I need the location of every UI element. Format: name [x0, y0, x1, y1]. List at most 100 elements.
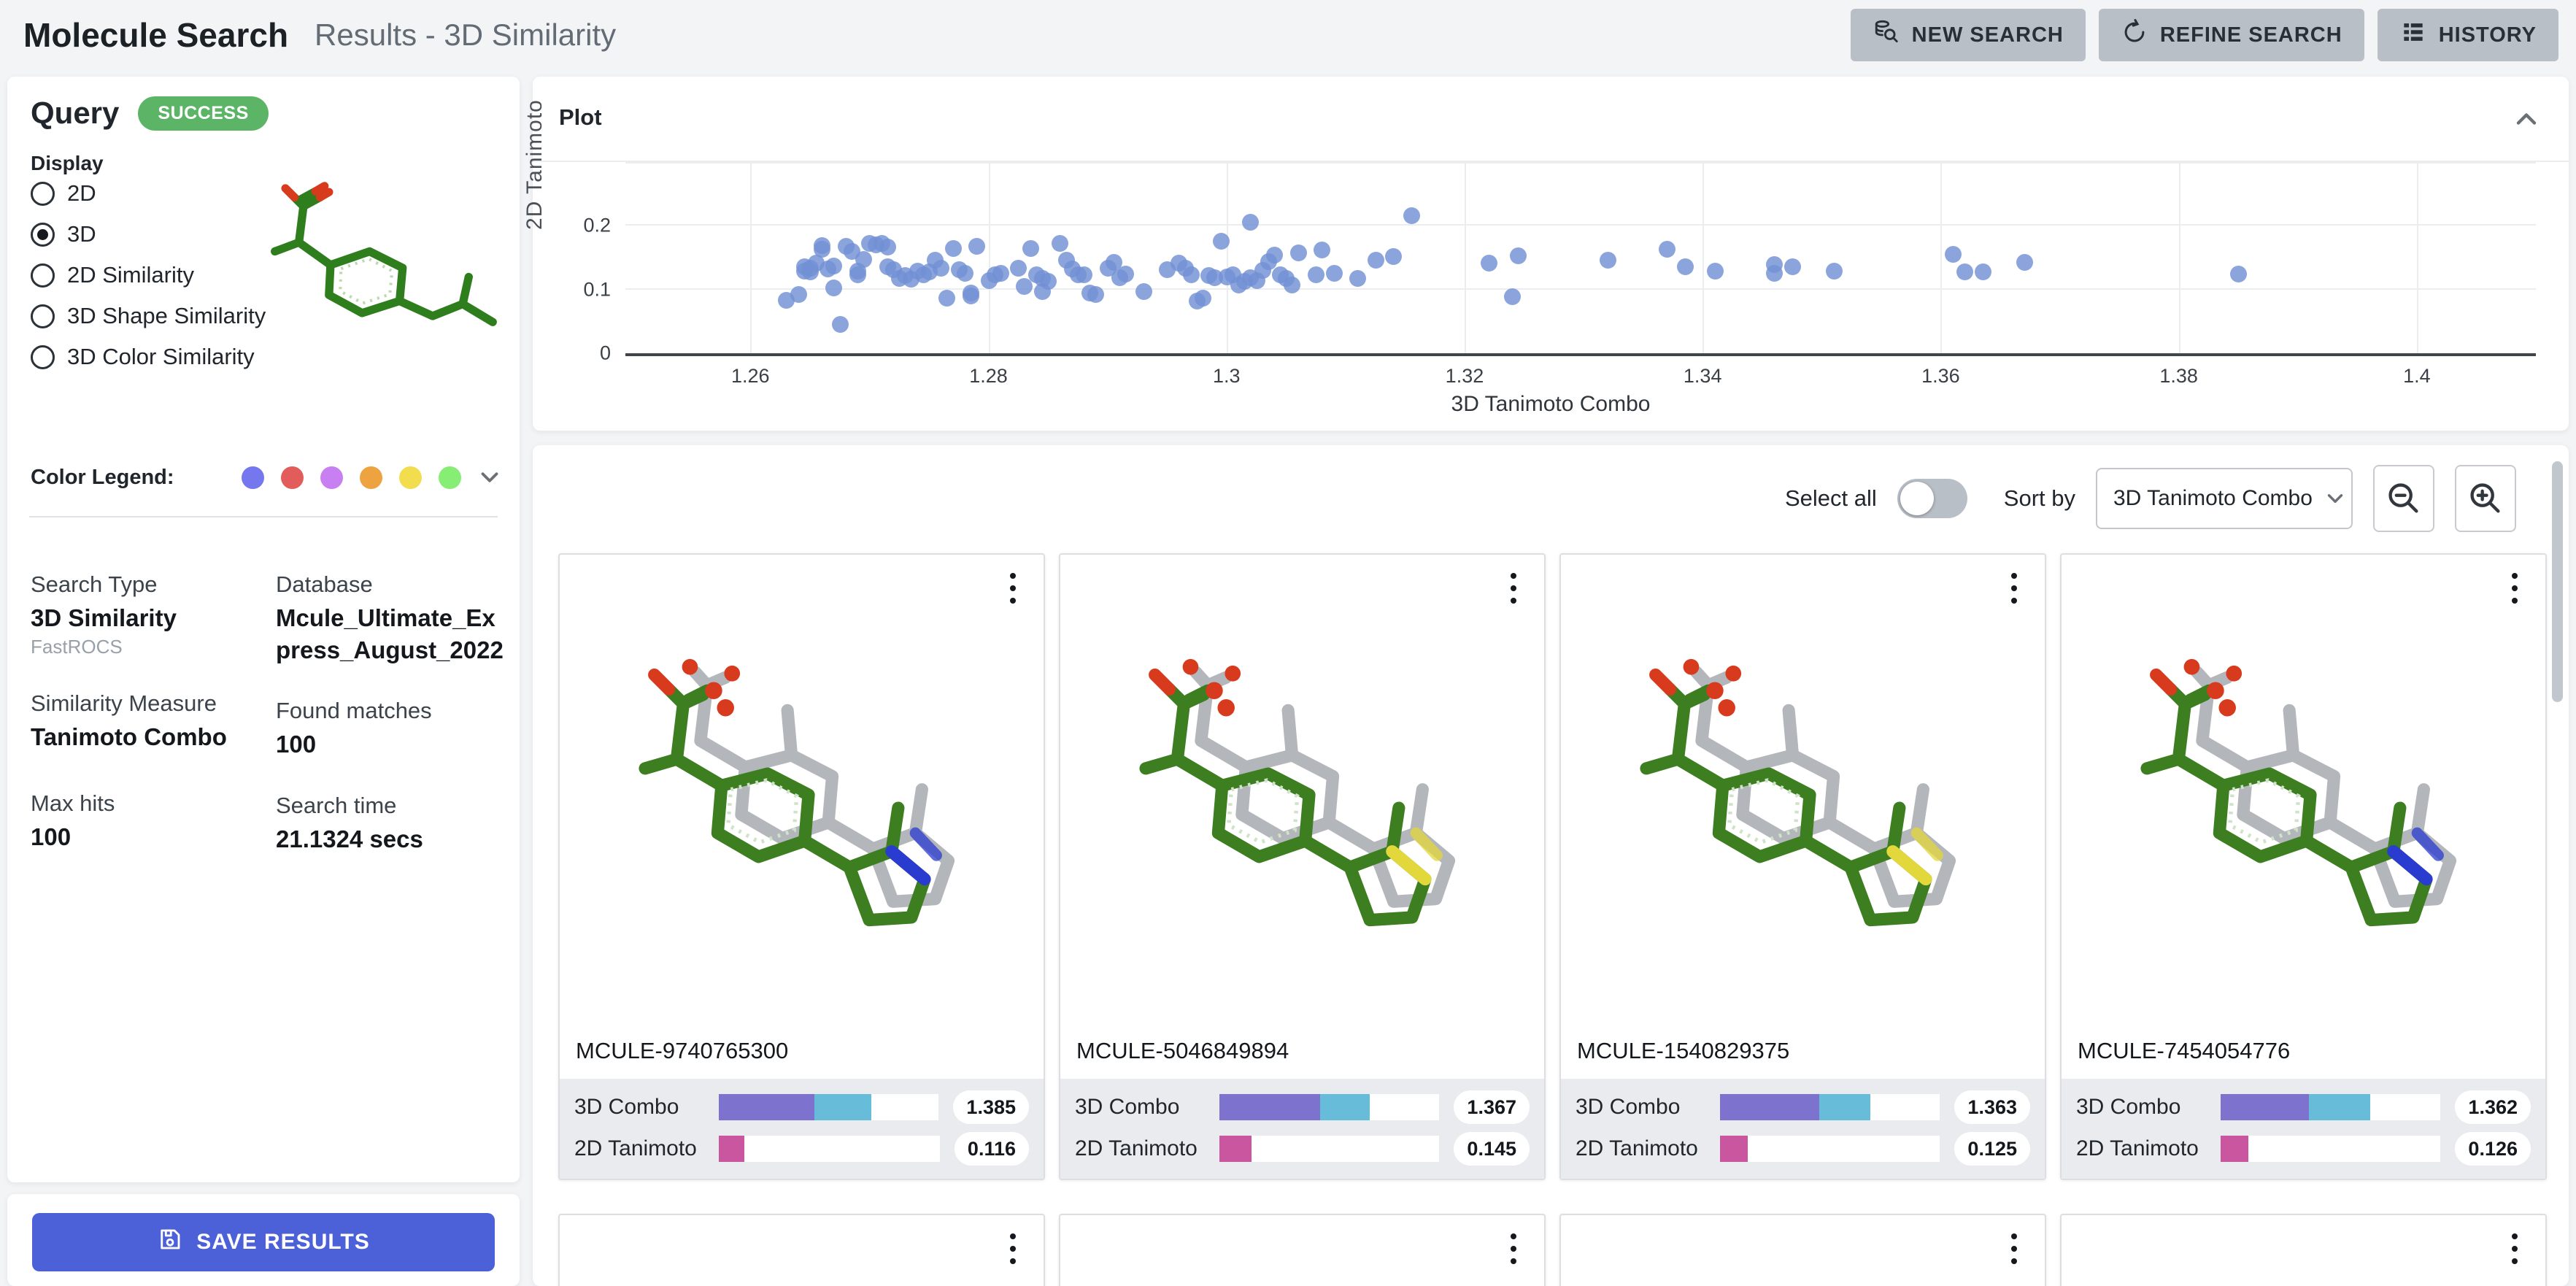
molecule-overlay-image — [1076, 597, 1529, 1006]
result-card-4[interactable]: MCULE-7454054776 3D Combo 1.362 2D Tanim… — [2060, 553, 2547, 1180]
scatter-point — [1010, 259, 1027, 277]
result-card-5[interactable] — [558, 1214, 1045, 1286]
scatter-point — [1480, 254, 1497, 272]
select-all-toggle[interactable] — [1897, 479, 1967, 518]
zoom-in-button[interactable] — [2455, 465, 2516, 532]
legend-dot-green — [439, 466, 461, 489]
save-results-button[interactable]: SAVE RESULTS — [32, 1213, 495, 1271]
tanimoto-score-bar — [1219, 1136, 1440, 1162]
display-option-3d-shape-similarity[interactable]: 3D Shape Similarity — [31, 303, 266, 329]
radio-icon — [31, 304, 55, 328]
card-menu-icon[interactable] — [1495, 565, 1532, 612]
card-menu-icon[interactable] — [1995, 1225, 2033, 1272]
query-molecule-image — [271, 182, 497, 326]
tanimoto-score-bar — [1720, 1136, 1940, 1162]
tanimoto-score-segment — [2221, 1136, 2248, 1162]
search-info-column-right: Database Mcule_Ultimate_Express_August_2… — [276, 571, 506, 855]
scatter-point — [1599, 252, 1616, 269]
card-menu-icon[interactable] — [2496, 565, 2534, 612]
tanimoto-score-label: 2D Tanimoto — [1075, 1136, 1198, 1160]
max-hits-label: Max hits — [31, 790, 115, 817]
scatter-point — [1289, 244, 1307, 261]
scatter-point — [790, 285, 807, 303]
found-matches-value: 100 — [276, 731, 317, 758]
search-type-value: 3D Similarity — [31, 604, 177, 631]
sort-by-select[interactable]: 3D Tanimoto Combo — [2096, 468, 2353, 529]
card-menu-icon[interactable] — [1495, 1225, 1532, 1272]
scatter-point — [814, 237, 831, 255]
radio-icon — [31, 263, 55, 288]
database-value: Mcule_Ultimate_Express_August_2022 — [276, 604, 504, 663]
combo-score-value: 1.385 — [953, 1090, 1029, 1124]
results-scrollbar[interactable] — [2552, 461, 2563, 702]
zoom-out-button[interactable] — [2373, 465, 2434, 532]
scatter-point — [1308, 266, 1325, 284]
x-gridline — [1702, 162, 1705, 353]
x-gridline — [1464, 162, 1466, 353]
scatter-point — [1075, 266, 1092, 284]
tanimoto-score-segment — [1219, 1136, 1252, 1162]
x-tick-label: 1.34 — [1683, 365, 1722, 387]
save-icon — [157, 1226, 183, 1258]
query-panel-title: Query — [31, 96, 120, 130]
scatter-point — [1659, 240, 1676, 258]
chevron-up-icon[interactable] — [2510, 103, 2542, 135]
top-bar: Molecule Search Results - 3D Similarity … — [0, 0, 2576, 70]
result-card-6[interactable] — [1059, 1214, 1546, 1286]
color-score-segment — [1320, 1094, 1370, 1120]
scatter-point — [968, 238, 986, 255]
display-option-2d[interactable]: 2D — [31, 180, 96, 207]
scatter-point — [1135, 283, 1152, 301]
x-tick-label: 1.3 — [1212, 365, 1241, 387]
display-option-3d[interactable]: 3D — [31, 221, 96, 247]
result-card-1[interactable]: MCULE-9740765300 3D Combo 1.385 2D Tanim… — [558, 553, 1045, 1180]
refine-search-button[interactable]: REFINE SEARCH — [2098, 9, 2364, 61]
scatter-point — [1783, 258, 1801, 276]
save-panel: SAVE RESULTS — [7, 1194, 520, 1286]
x-gridline — [750, 162, 752, 353]
result-card-2[interactable]: MCULE-5046849894 3D Combo 1.367 2D Tanim… — [1059, 553, 1546, 1180]
result-card-3[interactable]: MCULE-1540829375 3D Combo 1.363 2D Tanim… — [1559, 553, 2046, 1180]
y-tick-label: 0.2 — [583, 214, 611, 236]
save-results-label: SAVE RESULTS — [196, 1230, 370, 1254]
scatter-point — [1403, 207, 1420, 225]
query-panel: Query SUCCESS Display 2D 3D 2D Similarit… — [7, 77, 520, 1182]
combo-score-bar — [1720, 1094, 1940, 1120]
display-option-2d-similarity[interactable]: 2D Similarity — [31, 262, 194, 288]
card-scores: 3D Combo 1.367 2D Tanimoto 0.145 — [1060, 1079, 1544, 1179]
database-label: Database — [276, 571, 373, 597]
color-legend-dots — [242, 466, 461, 489]
combo-score-label: 3D Combo — [574, 1095, 679, 1119]
zoom-in-icon — [2470, 483, 2500, 513]
color-score-segment — [2309, 1094, 2371, 1120]
tanimoto-score-value: 0.116 — [954, 1132, 1029, 1166]
y-tick-label: 0.1 — [583, 278, 611, 301]
history-button[interactable]: HISTORY — [2377, 9, 2558, 61]
refresh-icon — [2121, 18, 2148, 52]
tanimoto-score-value: 0.126 — [2455, 1132, 2531, 1166]
card-menu-icon[interactable] — [1995, 565, 2033, 612]
scatter-point — [1022, 239, 1039, 257]
scatter-point — [1349, 269, 1367, 287]
chevron-down-icon[interactable] — [476, 463, 504, 491]
molecule-overlay-image — [576, 597, 1028, 1006]
card-menu-icon[interactable] — [2496, 1225, 2534, 1272]
molecule-id: MCULE-7454054776 — [2078, 1038, 2291, 1063]
scatter-point — [1974, 263, 1991, 281]
tanimoto-score-label: 2D Tanimoto — [1576, 1136, 1698, 1160]
result-card-7[interactable] — [1559, 1214, 2046, 1286]
scatter-point — [825, 258, 843, 275]
combo-score-label: 3D Combo — [1576, 1095, 1681, 1119]
y-tick-label: 0 — [599, 342, 611, 364]
result-card-8[interactable] — [2060, 1214, 2547, 1286]
card-menu-icon[interactable] — [994, 565, 1032, 612]
card-menu-icon[interactable] — [994, 1225, 1032, 1272]
chevron-down-icon — [2327, 494, 2343, 503]
display-option-3d-color-similarity[interactable]: 3D Color Similarity — [31, 344, 255, 370]
radio-icon — [31, 344, 55, 369]
max-hits-value: 100 — [31, 823, 72, 851]
new-search-button[interactable]: NEW SEARCH — [1850, 9, 2086, 61]
scatter-point — [1766, 256, 1783, 274]
x-tick-label: 1.36 — [1921, 365, 1960, 387]
combo-score-value: 1.367 — [1454, 1090, 1530, 1124]
